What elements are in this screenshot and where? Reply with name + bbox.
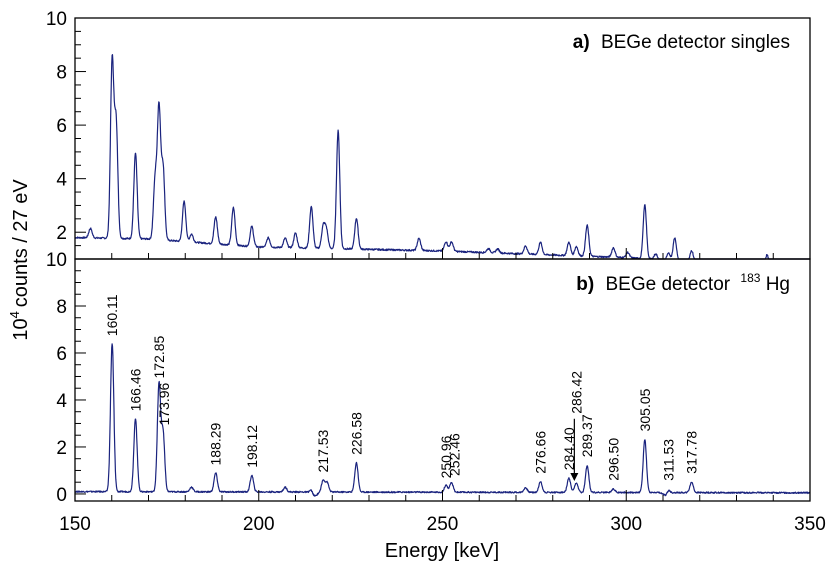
panel-b-ticks [74, 258, 811, 501]
peak-label: 286.42 [568, 371, 584, 414]
peak-label: 289.37 [579, 414, 595, 457]
peak-labels: 160.11 166.46 172.85 173.96 188.29 198.12 217.… [104, 294, 699, 480]
x-tick-label: 150 [59, 514, 91, 535]
panel-a-label: a) BEGe detector singles [573, 32, 790, 53]
panel-b-title-element: Hg [766, 274, 790, 295]
peak-arrow-286 [570, 418, 579, 482]
y-axis-title-rest: counts / 27 eV [10, 179, 32, 308]
x-tick-labels: 150 200 250 300 350 [59, 514, 826, 535]
spectrum-line-singles [74, 54, 810, 260]
panel-b-letter: b) [576, 274, 594, 295]
x-axis-title: Energy [keV] [385, 540, 500, 562]
y-tick-label: 2 [56, 438, 67, 459]
panel-a-ticks [74, 17, 811, 260]
panel-a-letter: a) [573, 32, 590, 53]
y-tick-label: 10 [46, 9, 67, 30]
y-axis-title: 104 counts / 27 eV [7, 179, 32, 341]
peak-label: 296.50 [605, 438, 621, 481]
y-tick-label: 8 [56, 63, 67, 84]
panel-a-y-tick-labels: 2 4 6 8 10 [46, 9, 68, 244]
y-axis-title-exp: 4 [7, 311, 22, 318]
peak-label: 188.29 [208, 422, 224, 465]
panel-b-title-prefix: BEGe detector [605, 274, 730, 295]
panel-a-singles: 2 4 6 8 10 a) BEGe detector singles [46, 9, 811, 260]
panel-a-title: BEGe detector singles [601, 32, 790, 53]
y-tick-label: 4 [56, 170, 67, 191]
x-tick-label: 350 [794, 514, 826, 535]
x-tick-label: 300 [610, 514, 642, 535]
panel-b-hg183: 0 2 4 6 8 10 150 200 250 300 350 160.11 166.46 172.… [46, 250, 826, 535]
y-tick-label: 0 [56, 485, 67, 506]
peak-label: 311.53 [661, 439, 677, 481]
panel-a-frame [74, 17, 811, 260]
y-tick-label: 6 [56, 116, 67, 137]
peak-label: 284.40 [561, 427, 577, 470]
x-tick-label: 250 [427, 514, 459, 535]
y-tick-label: 4 [56, 391, 67, 412]
y-axis-title-base: 10 [10, 318, 32, 340]
x-tick-label: 200 [243, 514, 275, 535]
peak-label: 198.12 [244, 425, 260, 468]
peak-label: 276.66 [533, 431, 549, 474]
y-tick-label: 6 [56, 344, 67, 365]
peak-label: 305.05 [637, 388, 653, 431]
peak-label: 252.46 [446, 433, 462, 476]
peak-label: 317.78 [684, 431, 700, 474]
peak-label: 250.96 [438, 435, 454, 478]
y-tick-label: 2 [56, 223, 67, 244]
peak-label: 166.46 [128, 368, 144, 411]
y-tick-label: 10 [46, 250, 67, 271]
panel-b-label: b) BEGe detector 183 Hg [576, 266, 790, 295]
peak-label: 173.96 [156, 382, 172, 425]
y-tick-label: 8 [56, 297, 67, 318]
peak-label: 160.11 [104, 294, 120, 336]
panel-b-title-mass: 183 [740, 271, 760, 285]
peak-label: 226.58 [348, 412, 364, 455]
peak-label: 172.85 [151, 335, 167, 378]
arrow-head [570, 473, 579, 482]
peak-label: 217.53 [315, 429, 331, 472]
panel-b-y-tick-labels: 0 2 4 6 8 10 [46, 250, 68, 506]
